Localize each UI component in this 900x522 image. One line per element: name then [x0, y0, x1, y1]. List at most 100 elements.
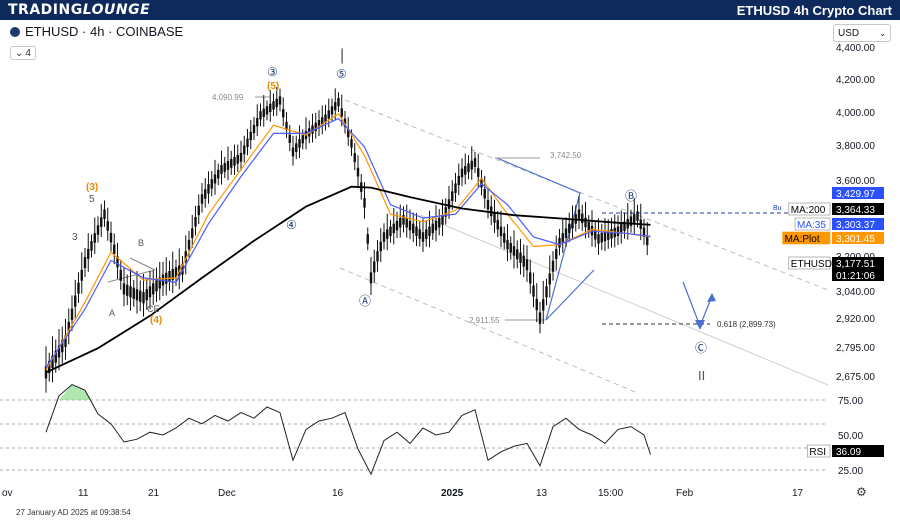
candle-body [259, 111, 262, 120]
badge-label-box [807, 444, 831, 458]
candle-body [256, 118, 259, 127]
candle-body [584, 217, 587, 228]
wave4-upper-line [129, 257, 156, 271]
candle-body [642, 227, 646, 237]
candle-body [590, 225, 594, 236]
candle-body [311, 125, 314, 134]
candle-body [145, 289, 148, 301]
candle-body [236, 154, 239, 164]
candle-body [314, 122, 317, 131]
price-annotations: 4,090.99 3,742.50 2,911.55 0.618 (2,899.… [212, 93, 782, 329]
candle-body [438, 218, 441, 228]
candle-body [470, 160, 473, 170]
indicators-toggle[interactable]: ⌄ 4 [10, 46, 36, 60]
price-tick-label: 2,675.00 [836, 372, 875, 383]
candle-body [577, 209, 581, 219]
wave4-lower-line [107, 269, 156, 283]
candle-body [220, 165, 223, 174]
candle-body [415, 226, 418, 237]
rsi-axis: 75.00 50.00 25.00 [838, 396, 863, 477]
channel-mid-line [419, 214, 829, 386]
candle-body [460, 168, 464, 178]
tradinglounge-logo: TRADING LOUNGE [8, 2, 150, 18]
symbol-header[interactable]: ETHUSD · 4h · COINBASE [10, 24, 183, 39]
candle-body [61, 340, 64, 353]
candle-body [353, 153, 356, 163]
rsi-tick-label: 25.00 [838, 466, 863, 477]
currency-label: USD [838, 27, 860, 39]
candle-body [285, 121, 288, 131]
candle-body [629, 216, 633, 226]
wave-label: ③ [267, 65, 278, 79]
candle-body [522, 255, 525, 267]
wave-label: (4) [150, 315, 162, 326]
candle-body [558, 237, 561, 248]
badge-value: 3,177.51 [836, 259, 875, 270]
projection-arrow-icon [707, 293, 716, 302]
candle-body [594, 230, 597, 240]
candle-body [379, 241, 382, 252]
candle-body [100, 217, 103, 227]
wave-label: Ⓒ [695, 341, 707, 355]
time-tick-label: 11 [78, 488, 89, 499]
badge-label-box [782, 231, 831, 245]
wave-label: | [340, 47, 344, 64]
candle-body [646, 235, 649, 246]
candle-body [210, 179, 213, 189]
currency-selector[interactable]: USD ⌄ [833, 24, 891, 42]
badge-value-box [832, 269, 884, 281]
channel-upper-line [344, 99, 829, 291]
settings-gear-icon[interactable]: ⚙ [856, 485, 867, 499]
time-tick-label: ov [2, 488, 13, 499]
candle-body [551, 260, 555, 272]
time-tick-label: 2025 [441, 488, 464, 499]
candle-body [54, 350, 57, 363]
candle-body [200, 194, 204, 204]
candle-body [334, 102, 337, 111]
candle-body [132, 287, 135, 299]
candle-body [597, 234, 600, 244]
price-tick-label: 3,600.00 [836, 176, 875, 187]
candle-body [80, 269, 83, 281]
candle-body [67, 321, 70, 334]
candle-body [636, 211, 639, 221]
price-badges: 3,429.97 MA:200 3,364.33 MA:35 3,303.37 MA:Pl… [782, 187, 884, 458]
candle-body [129, 286, 132, 298]
candle-body [405, 218, 408, 228]
badge-value-box [832, 187, 884, 199]
candle-body [503, 233, 506, 243]
price-tick-label: 4,000.00 [836, 108, 875, 119]
candle-body [243, 145, 246, 155]
candle-body [444, 207, 447, 217]
candle-body [555, 249, 558, 259]
badge-label: RSI [809, 447, 826, 458]
candle-body [96, 225, 100, 235]
candle-body [171, 269, 174, 281]
candle-body [571, 218, 574, 229]
candle-body [265, 106, 269, 115]
badge-value: 36.09 [836, 447, 861, 458]
badge-value-box [832, 257, 884, 269]
price-annotation: 4,090.99 [212, 93, 244, 102]
price-tick-label: 2,795.00 [836, 343, 875, 354]
candle-body [516, 249, 519, 260]
candle-body [519, 252, 522, 263]
candle-body [275, 98, 278, 108]
candle-body [194, 217, 197, 227]
candle-body [116, 256, 119, 268]
candle-body [272, 101, 275, 110]
candle-body [246, 138, 249, 148]
candle-body [402, 215, 405, 225]
candle-body [373, 261, 376, 273]
candle-body [548, 273, 551, 285]
candle-body [103, 209, 106, 219]
candle-body [610, 229, 613, 239]
candle-body [90, 241, 93, 251]
candle-body [496, 219, 499, 230]
candle-body [395, 220, 399, 231]
wave-label: (5) [267, 81, 279, 92]
candle-body [620, 224, 623, 234]
badge-value: 3,429.97 [836, 189, 875, 200]
candle-body [428, 226, 431, 237]
